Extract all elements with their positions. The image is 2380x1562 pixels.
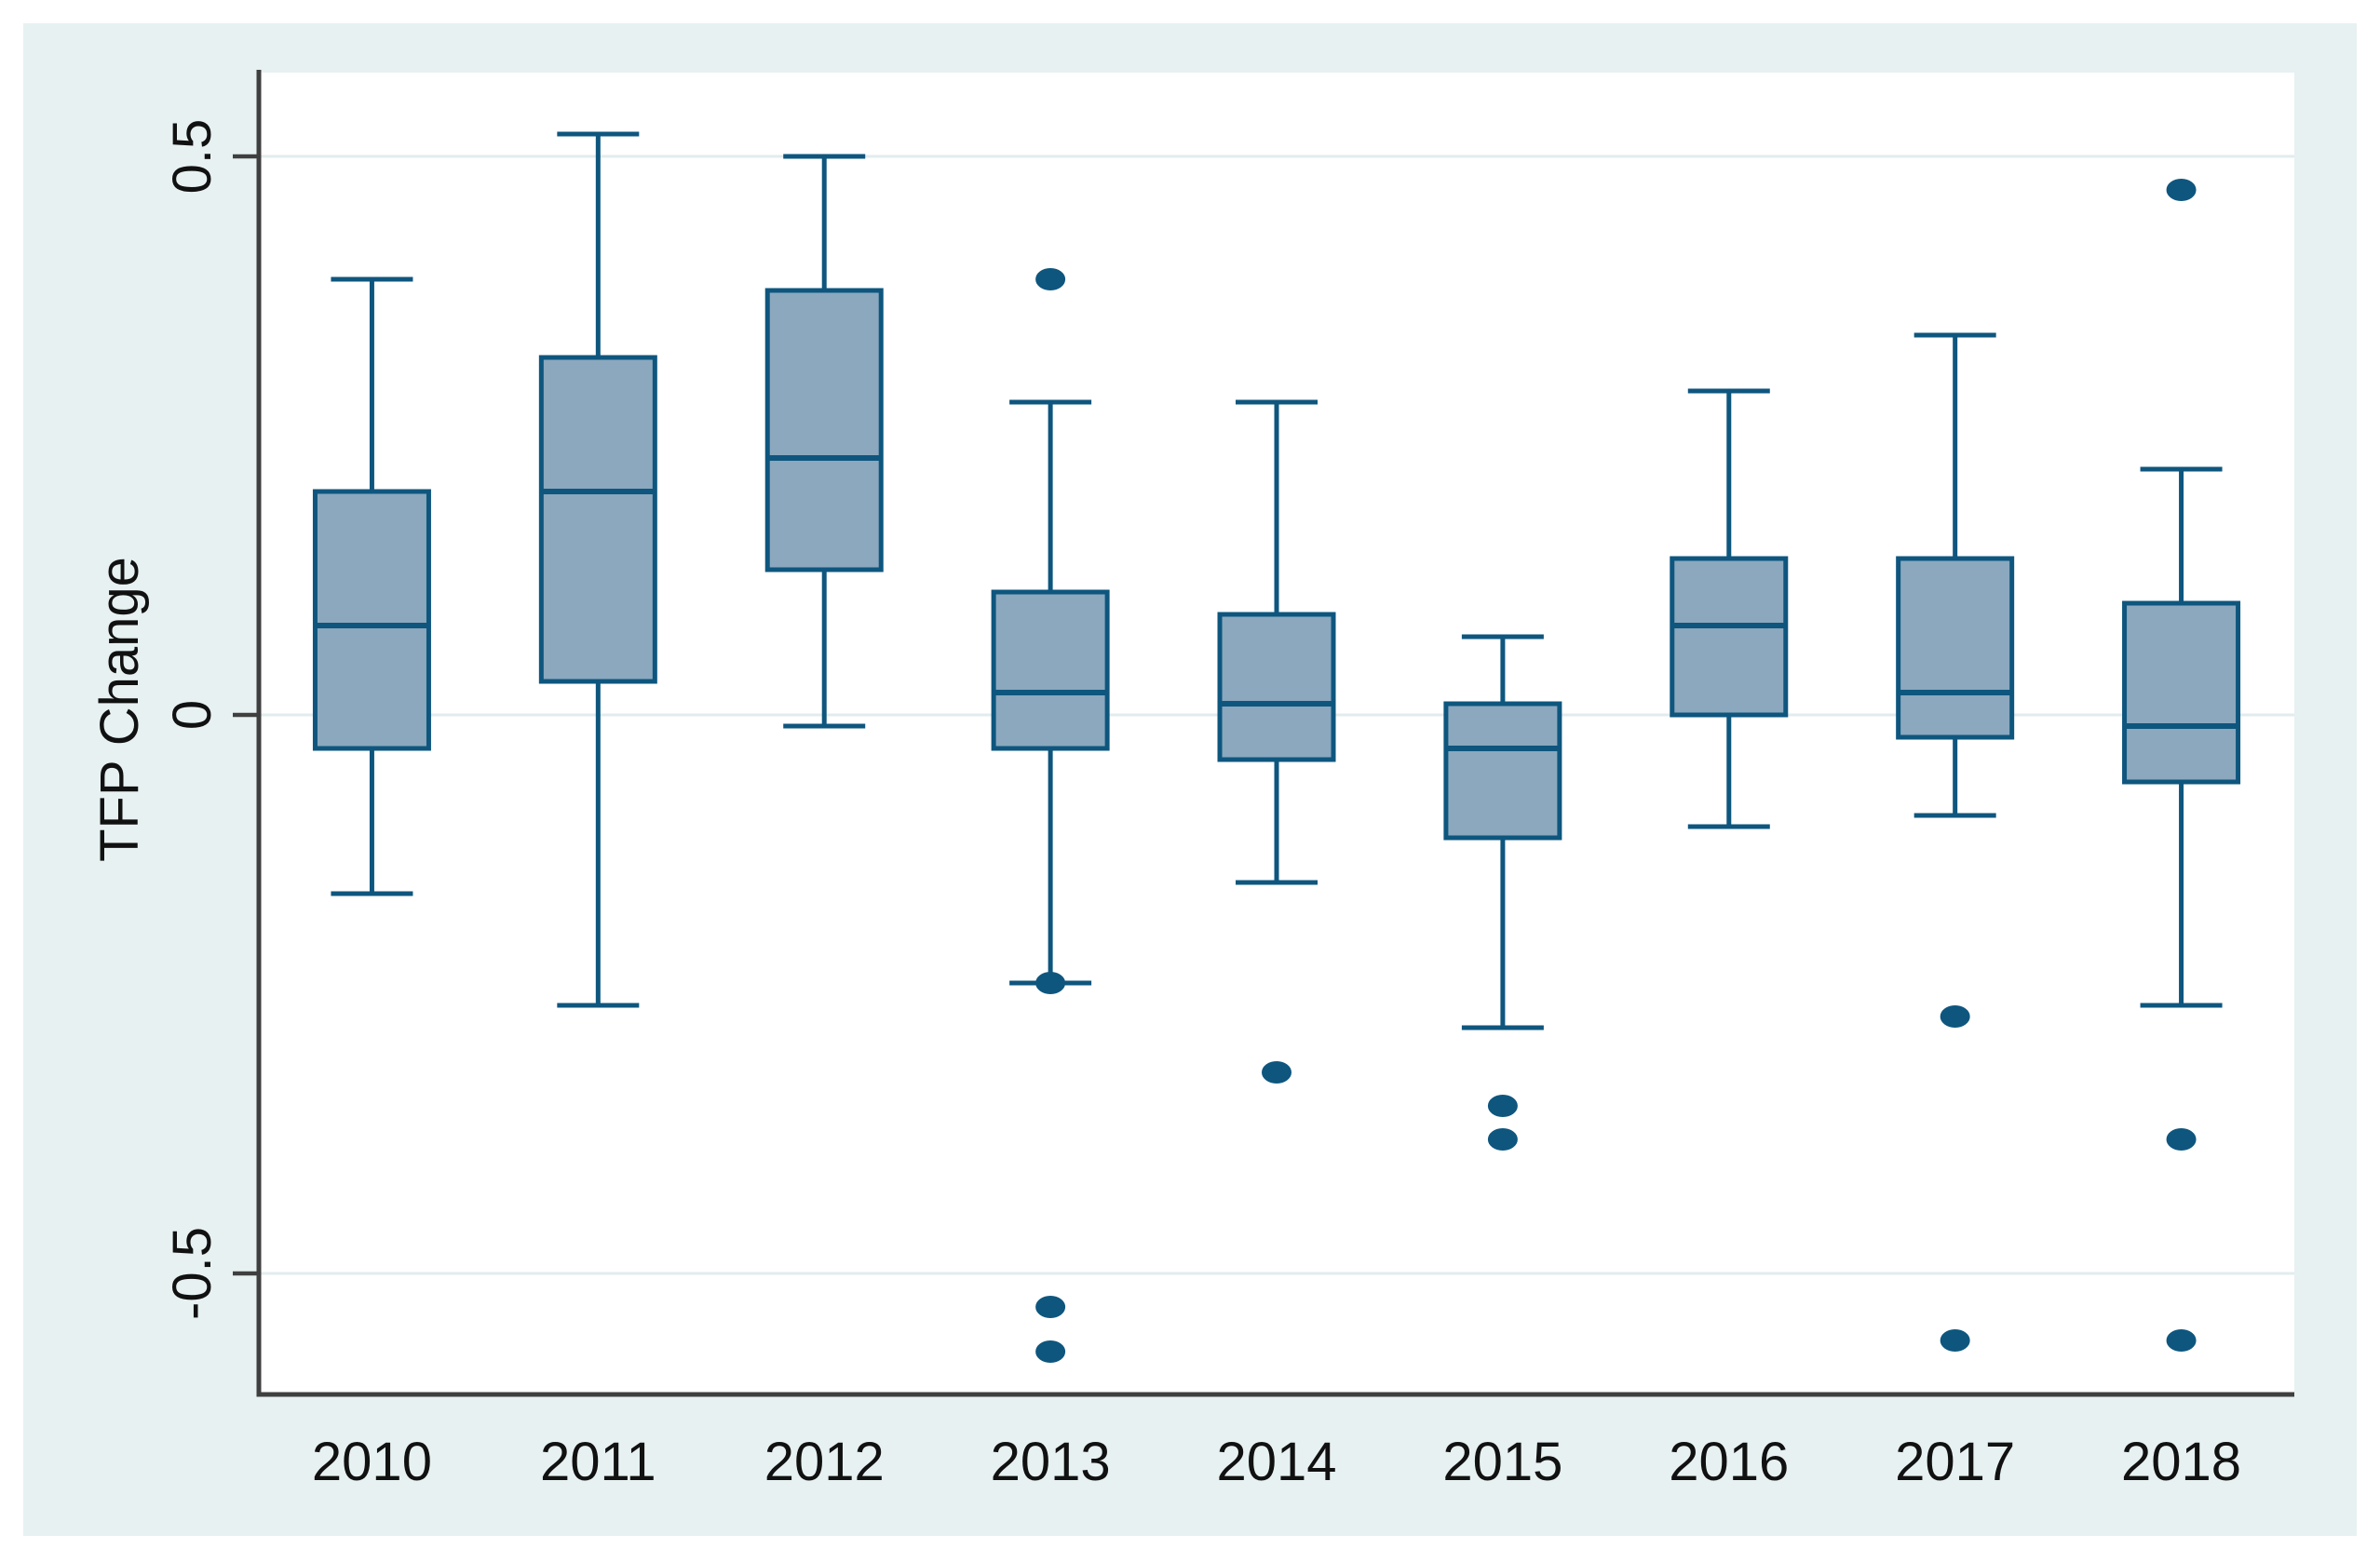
- x-tick-label-2017: 2017: [1895, 1432, 2015, 1492]
- iqr-box: [1670, 556, 1789, 718]
- outlier-dot: [1262, 1061, 1291, 1084]
- x-tick-label-2016: 2016: [1669, 1432, 1789, 1492]
- outlier-dot: [1035, 1296, 1066, 1318]
- iqr-box: [1217, 612, 1336, 762]
- outlier-dot: [2166, 1329, 2197, 1352]
- iqr-box: [1443, 701, 1562, 841]
- box-2013: [991, 268, 1110, 1363]
- box-series: [312, 131, 2241, 1363]
- iqr-box: [538, 355, 657, 684]
- y-axis-ticks: 0.5 0 -0.5: [162, 119, 257, 1320]
- box-2015: [1443, 634, 1562, 1151]
- outlier-dot: [2166, 1128, 2197, 1151]
- x-tick-label-2013: 2013: [991, 1432, 1111, 1492]
- outlier-dot: [1487, 1128, 1518, 1151]
- box-2017: [1896, 332, 2015, 1352]
- x-tick-label-2011: 2011: [540, 1432, 656, 1492]
- y-tick-label--0.5: -0.5: [162, 1227, 223, 1320]
- iqr-box: [2122, 600, 2241, 785]
- box-2016: [1670, 388, 1789, 829]
- outlier-dot: [1035, 1340, 1066, 1363]
- outlier-dot: [2166, 179, 2197, 201]
- box-2014: [1217, 399, 1336, 1084]
- box-2018: [2122, 179, 2241, 1352]
- x-tick-label-2010: 2010: [312, 1432, 432, 1492]
- x-tick-label-2012: 2012: [764, 1432, 885, 1492]
- iqr-box: [312, 489, 431, 751]
- x-tick-label-2015: 2015: [1442, 1432, 1562, 1492]
- x-tick-label-2018: 2018: [2121, 1432, 2241, 1492]
- x-axis-labels: 2010 2011 2012 2013 2014 2015 2016 2017 2018: [312, 1432, 2241, 1492]
- box-2012: [764, 154, 884, 729]
- iqr-box: [1896, 556, 2015, 740]
- box-2010: [312, 276, 431, 896]
- outlier-dot: [1035, 268, 1066, 290]
- y-tick-label-0.5: 0.5: [162, 119, 223, 195]
- outlier-dot: [1487, 1095, 1518, 1117]
- y-axis-title: TFP Change: [89, 557, 150, 862]
- x-tick-label-2014: 2014: [1216, 1432, 1336, 1492]
- outlier-dot: [1940, 1005, 1970, 1028]
- iqr-box: [764, 288, 884, 572]
- box-2011: [538, 131, 657, 1008]
- outlier-dot: [1940, 1329, 1970, 1352]
- y-tick-label-0: 0: [162, 700, 223, 730]
- iqr-box: [991, 589, 1110, 751]
- outlier-dot: [1035, 972, 1066, 994]
